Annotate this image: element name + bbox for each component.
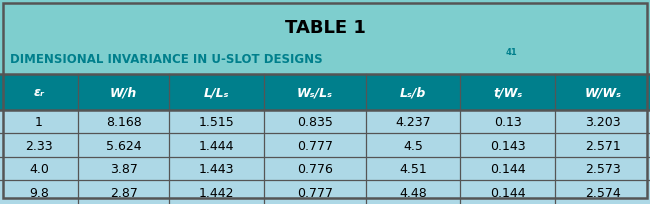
Text: 5.624: 5.624	[106, 139, 142, 152]
Text: 0.13: 0.13	[494, 115, 522, 128]
Text: 4.51: 4.51	[399, 162, 427, 175]
Text: 0.777: 0.777	[297, 186, 333, 199]
Text: 2.573: 2.573	[585, 162, 621, 175]
Text: Wₛ/Lₛ: Wₛ/Lₛ	[297, 86, 333, 99]
Text: 4.0: 4.0	[29, 162, 49, 175]
Text: 2.574: 2.574	[585, 186, 621, 199]
FancyBboxPatch shape	[0, 157, 650, 181]
Text: t/Wₛ: t/Wₛ	[493, 86, 523, 99]
Text: 2.571: 2.571	[585, 139, 621, 152]
Text: 4.48: 4.48	[399, 186, 427, 199]
Text: 4.5: 4.5	[403, 139, 423, 152]
Text: 0.143: 0.143	[490, 139, 526, 152]
Text: 8.168: 8.168	[106, 115, 142, 128]
Text: TABLE 1: TABLE 1	[285, 19, 365, 37]
Text: 2.33: 2.33	[25, 139, 53, 152]
Text: DIMENSIONAL INVARIANCE IN U-SLOT DESIGNS: DIMENSIONAL INVARIANCE IN U-SLOT DESIGNS	[10, 53, 322, 66]
Text: 2.87: 2.87	[110, 186, 138, 199]
Text: 0.144: 0.144	[490, 162, 526, 175]
Text: 0.776: 0.776	[297, 162, 333, 175]
FancyBboxPatch shape	[0, 110, 650, 134]
Text: W/h: W/h	[110, 86, 137, 99]
Text: 1: 1	[35, 115, 43, 128]
Text: 1.442: 1.442	[199, 186, 235, 199]
Text: εᵣ: εᵣ	[33, 86, 44, 99]
FancyBboxPatch shape	[0, 181, 650, 204]
Text: 1.515: 1.515	[199, 115, 235, 128]
FancyBboxPatch shape	[0, 74, 650, 110]
Text: 0.144: 0.144	[490, 186, 526, 199]
Text: 4.237: 4.237	[395, 115, 431, 128]
Text: 0.835: 0.835	[297, 115, 333, 128]
Text: Lₛ/b: Lₛ/b	[400, 86, 426, 99]
FancyBboxPatch shape	[0, 134, 650, 157]
Text: 0.777: 0.777	[297, 139, 333, 152]
Text: L/Lₛ: L/Lₛ	[204, 86, 229, 99]
Text: 3.87: 3.87	[110, 162, 138, 175]
Text: 1.444: 1.444	[199, 139, 235, 152]
Text: 9.8: 9.8	[29, 186, 49, 199]
Text: 3.203: 3.203	[585, 115, 620, 128]
Text: 1.443: 1.443	[199, 162, 235, 175]
Text: W/Wₛ: W/Wₛ	[584, 86, 621, 99]
Text: 41: 41	[506, 47, 517, 56]
